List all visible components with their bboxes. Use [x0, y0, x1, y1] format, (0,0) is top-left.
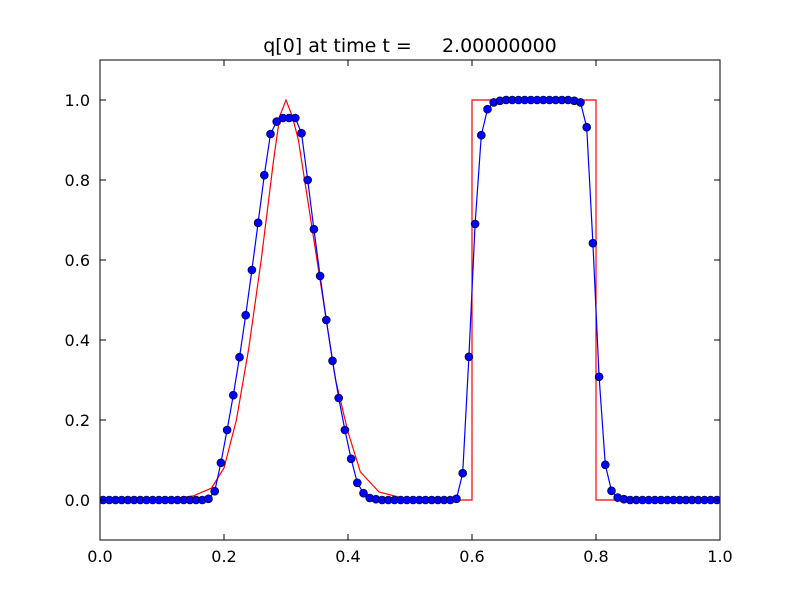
y-tick-label: 0.4: [65, 331, 90, 350]
axes-frame: [99, 59, 721, 541]
data-point: [216, 458, 226, 468]
data-point: [247, 265, 257, 275]
x-tick-label: 1.0: [707, 547, 732, 566]
data-point: [464, 352, 474, 362]
data-point: [315, 271, 325, 281]
data-point: [266, 129, 275, 139]
data-point: [241, 310, 250, 320]
y-tick-label: 0.8: [65, 171, 90, 190]
x-tick-label: 0.4: [335, 547, 360, 566]
x-tick-label: 0.2: [211, 547, 236, 566]
data-point: [588, 238, 598, 248]
data-point: [359, 488, 368, 498]
data-point: [340, 425, 350, 435]
y-tick-label: 0.2: [65, 411, 90, 430]
data-point: [290, 113, 300, 123]
data-point: [229, 390, 238, 400]
data-point: [352, 478, 362, 488]
data-point: [210, 486, 219, 496]
data-point: [222, 425, 232, 435]
data-point: [576, 98, 585, 107]
data-point: [582, 122, 592, 132]
plot-area: 0.0 0.2 0.4 0.6 0.8 1.0 0.0 0.2 0.4 0.6 0.8 1.0: [65, 59, 733, 566]
data-point: [334, 393, 344, 403]
x-tick-label: 0.6: [459, 547, 484, 566]
data-layer: [100, 95, 720, 505]
data-point: [253, 218, 263, 228]
data-point: [346, 454, 356, 464]
data-point: [204, 494, 213, 504]
data-point: [458, 468, 468, 478]
y-tick-label: 0.6: [65, 251, 90, 270]
data-point: [600, 460, 610, 470]
data-point: [483, 104, 492, 114]
data-point: [607, 486, 616, 496]
data-point: [594, 372, 604, 382]
data-point: [476, 130, 486, 140]
y-tick-label: 1.0: [65, 91, 90, 110]
data-point: [470, 219, 480, 229]
x-tick-label: 0.8: [583, 547, 608, 566]
data-point: [452, 494, 461, 504]
series-exact-line: [100, 98, 720, 501]
data-point: [297, 128, 306, 138]
x-tick-label: 0.0: [87, 547, 112, 566]
data-point: [321, 315, 331, 325]
data-point: [235, 352, 244, 362]
y-tick-label: 0.0: [65, 491, 90, 510]
data-point: [259, 170, 269, 180]
chart-title: q[0] at time t = 2.00000000: [263, 35, 557, 57]
data-point: [303, 175, 313, 185]
data-point: [328, 356, 337, 366]
data-point: [309, 224, 319, 234]
